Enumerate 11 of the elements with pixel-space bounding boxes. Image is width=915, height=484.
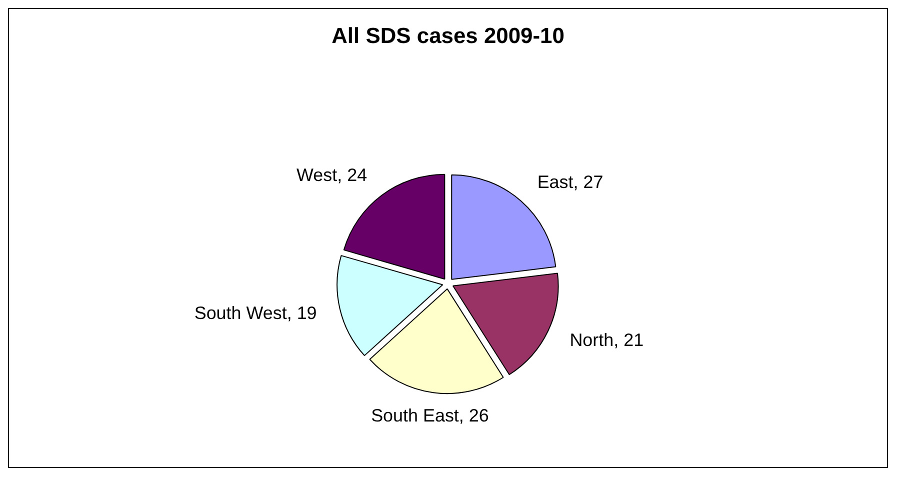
slice-label: South West [194, 302, 287, 323]
slice-label: East [537, 172, 574, 192]
slice-label: North [570, 330, 614, 350]
data-label: , 19 [286, 302, 317, 323]
slice-label: South East [371, 406, 459, 426]
slice-label: West [296, 165, 338, 185]
data-label: , 27 [573, 172, 604, 192]
data-label: , 21 [614, 330, 644, 350]
data-label: , 26 [458, 406, 489, 426]
chart-title: All SDS cases 2009-10 [332, 23, 564, 48]
data-label: , 24 [337, 165, 368, 185]
